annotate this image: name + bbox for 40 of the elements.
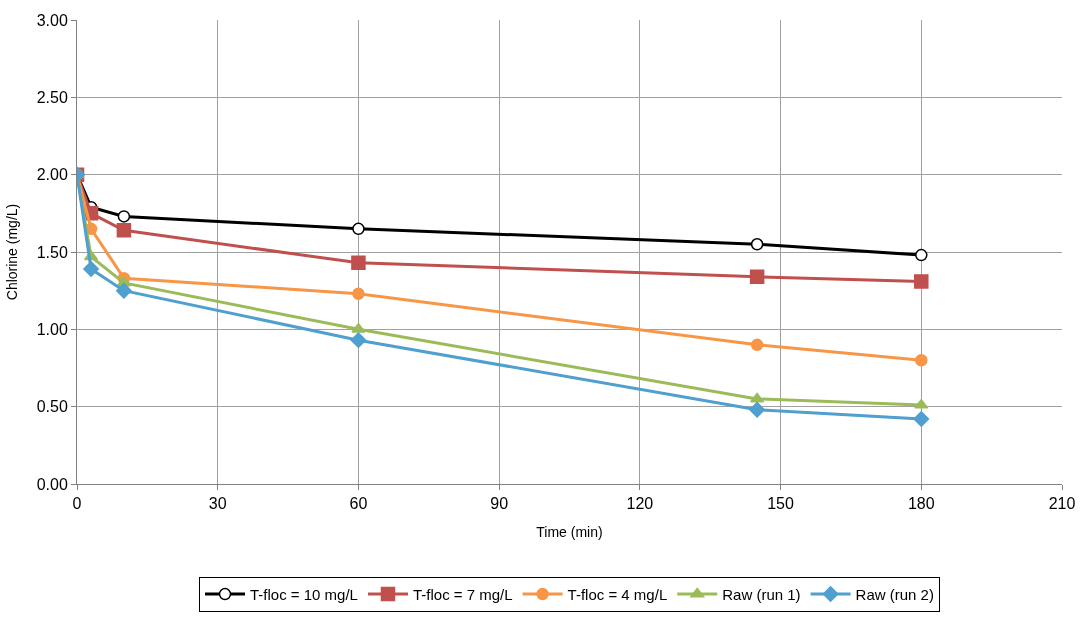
point	[352, 287, 365, 301]
y-tick-label: 2.00	[36, 166, 68, 184]
point	[750, 392, 765, 403]
point	[351, 255, 366, 271]
y-tick-label: 1.00	[36, 320, 68, 338]
point	[750, 238, 764, 251]
x-tick-label: 150	[767, 495, 795, 513]
point	[749, 401, 766, 418]
legend-label: T-floc = 10 mg/L	[250, 585, 358, 603]
point	[350, 332, 367, 349]
point	[915, 248, 928, 262]
point	[913, 411, 930, 427]
y-tick-label: 3.00	[36, 11, 68, 29]
x-tick-label: 210	[1048, 495, 1076, 513]
y-tick-label: 0.50	[36, 398, 68, 416]
point	[914, 398, 929, 409]
legend-label: T-floc = 7 mg/L	[412, 585, 513, 603]
x-tick-label: 30	[208, 495, 227, 513]
point	[116, 282, 132, 299]
x-tick-label: 120	[626, 495, 654, 513]
x-axis-title: Time (min)	[536, 523, 603, 540]
y-tick-label: 2.50	[36, 88, 68, 106]
legend-label: T-floc = 4 mg/L	[567, 585, 668, 603]
point	[83, 261, 99, 277]
x-tick-label: 180	[907, 495, 935, 513]
x-tick-label: 60	[349, 495, 368, 513]
point	[116, 223, 132, 238]
point	[750, 338, 764, 352]
point	[117, 210, 131, 223]
point	[749, 269, 765, 284]
x-tick-label: 0	[72, 495, 82, 513]
legend-label: Raw (run 1)	[722, 585, 801, 603]
point	[915, 354, 928, 367]
point	[352, 222, 365, 236]
point	[914, 274, 929, 289]
y-tick-label: 1.50	[36, 243, 68, 261]
legend-label: Raw (run 2)	[855, 585, 934, 603]
y-axis-title: Chlorine (mg/L)	[4, 203, 21, 301]
x-tick-label: 90	[490, 495, 509, 513]
y-tick-label: 0.00	[36, 475, 68, 493]
